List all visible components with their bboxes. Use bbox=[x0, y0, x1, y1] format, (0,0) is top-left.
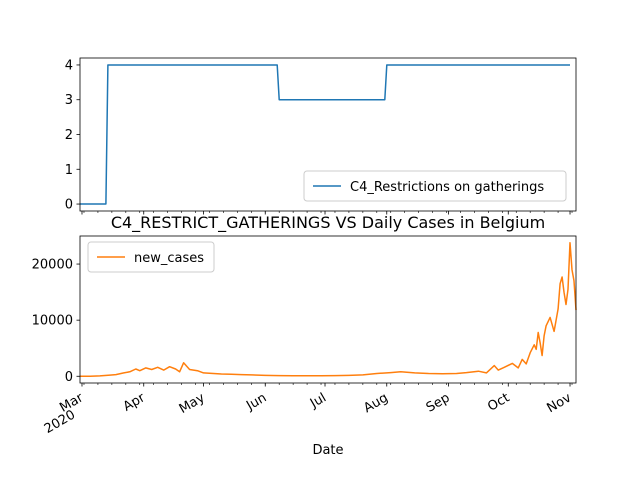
legend-box bbox=[87, 241, 215, 273]
chart-title: C4_RESTRICT_GATHERINGS VS Daily Cases in… bbox=[111, 213, 545, 233]
axes-frame bbox=[79, 235, 577, 384]
y-tick-label: 0 bbox=[65, 198, 73, 213]
legend-box bbox=[303, 170, 567, 202]
legend-label: new_cases bbox=[134, 251, 204, 266]
y-tick-label: 10000 bbox=[32, 314, 73, 329]
top-axes: 0 1 2 3 4 C4_Restrictions on gatherings bbox=[65, 57, 577, 215]
x-axis-label: Date bbox=[312, 443, 343, 458]
y-tick-label: 3 bbox=[65, 93, 73, 108]
y-tick-label: 20000 bbox=[32, 258, 73, 273]
y-tick-label: 0 bbox=[65, 370, 73, 385]
series-line-1-0 bbox=[79, 241, 577, 378]
series-line-0-0 bbox=[80, 64, 570, 205]
bottom-axes: 0 10000 20000 new_cases bbox=[32, 235, 577, 387]
x-tick-label: Jul bbox=[307, 390, 329, 411]
legend-label: C4_Restrictions on gatherings bbox=[350, 180, 544, 195]
y-tick-label: 1 bbox=[65, 163, 73, 178]
y-tick-label: 2 bbox=[65, 128, 73, 143]
y-tick-label: 4 bbox=[65, 58, 73, 73]
